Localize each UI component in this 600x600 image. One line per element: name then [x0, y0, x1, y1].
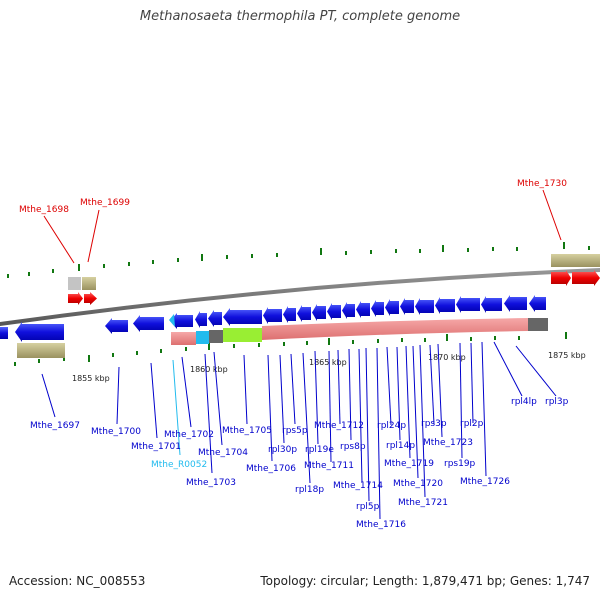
- label-rps5p[interactable]: rps5p: [282, 426, 308, 436]
- gene-arrow-mthe-1697[interactable]: [15, 322, 64, 342]
- scale-label-1860: 1860 kbp: [190, 365, 228, 374]
- label-mthe-1703[interactable]: Mthe_1703: [186, 478, 236, 488]
- gene-arrow-mthe-1699[interactable]: [84, 292, 97, 305]
- forward-strand: [68, 254, 600, 305]
- reverse-labels: Mthe_1697 Mthe_1700 Mthe_1701 Mthe_1702 …: [30, 397, 569, 530]
- label-rpl4lp[interactable]: rpl4lp: [511, 397, 537, 407]
- gene-arrow-mthe-1698[interactable]: [68, 292, 83, 305]
- gene-box-mthe-1697[interactable]: [17, 343, 65, 358]
- gene-arrow-mthe-1704[interactable]: [208, 310, 222, 327]
- gene-arrow-mthe-1702[interactable]: [170, 313, 193, 329]
- dark-block-b[interactable]: [528, 318, 548, 331]
- scale-label-1875: 1875 kbp: [548, 351, 586, 360]
- ribosomal-gene-arrows[interactable]: [263, 295, 546, 324]
- rrna-block-main[interactable]: [262, 318, 528, 340]
- genome-ruler: [0, 268, 600, 326]
- label-mthe-1714[interactable]: Mthe_1714: [333, 481, 383, 491]
- rna-block-mthe-r0052[interactable]: [196, 331, 209, 344]
- dark-block-a[interactable]: [209, 330, 223, 343]
- label-mthe-1719[interactable]: Mthe_1719: [384, 459, 434, 469]
- label-mthe-1701[interactable]: Mthe_1701: [131, 442, 181, 452]
- gene-marker-mthe-r0052[interactable]: [169, 314, 175, 327]
- gene-arrow-mthe-1700[interactable]: [105, 318, 128, 334]
- gene-arrow-mthe-1705[interactable]: [223, 308, 262, 326]
- label-mthe-1698[interactable]: Mthe_1698: [19, 205, 69, 215]
- gene-arrow-mthe-1730-a[interactable]: [551, 270, 571, 286]
- label-mthe-r0052[interactable]: Mthe_R0052: [151, 460, 207, 470]
- reverse-strand: [0, 295, 548, 358]
- outer-ticks: [7, 242, 590, 278]
- label-mthe-1705[interactable]: Mthe_1705: [222, 426, 272, 436]
- label-mthe-1711[interactable]: Mthe_1711: [304, 461, 354, 471]
- label-mthe-1702[interactable]: Mthe_1702: [164, 430, 214, 440]
- gene-arrow-mthe-1730[interactable]: [572, 270, 600, 286]
- gene-box-mthe-1698[interactable]: [68, 277, 81, 290]
- gene-box-mthe-1699[interactable]: [82, 277, 96, 290]
- label-rpl18p[interactable]: rpl18p: [295, 485, 324, 495]
- rrna-block-a[interactable]: [171, 332, 196, 345]
- scale-label-1870: 1870 kbp: [428, 353, 466, 362]
- label-rps3p[interactable]: rps3p: [421, 419, 447, 429]
- gene-arrow-left-edge[interactable]: [0, 327, 8, 339]
- genome-title: Methanosaeta thermophila PT, complete ge…: [139, 9, 461, 24]
- label-rpl3p[interactable]: rpl3p: [545, 397, 569, 407]
- label-rps8p[interactable]: rps8p: [340, 442, 366, 452]
- forward-labels: Mthe_1698 Mthe_1699 Mthe_1730: [19, 179, 567, 264]
- gene-box-mthe-1730[interactable]: [551, 254, 600, 267]
- green-block[interactable]: [223, 328, 262, 342]
- label-mthe-1721[interactable]: Mthe_1721: [398, 498, 448, 508]
- label-mthe-1720[interactable]: Mthe_1720: [393, 479, 443, 489]
- label-mthe-1700[interactable]: Mthe_1700: [91, 427, 141, 437]
- inner-ticks: [14, 332, 567, 366]
- gene-arrow-mthe-1701[interactable]: [133, 315, 164, 332]
- scale-label-1855: 1855 kbp: [72, 374, 110, 383]
- label-mthe-1706[interactable]: Mthe_1706: [246, 464, 296, 474]
- scale-label-1865: 1865 kbp: [309, 358, 347, 367]
- label-mthe-1697[interactable]: Mthe_1697: [30, 421, 80, 431]
- label-rpl5p[interactable]: rpl5p: [356, 502, 380, 512]
- topology-text: Topology: circular; Length: 1,879,471 bp…: [260, 574, 590, 588]
- label-rps19p[interactable]: rps19p: [444, 459, 476, 469]
- label-rpl19e[interactable]: rpl19e: [305, 445, 334, 455]
- label-mthe-1726[interactable]: Mthe_1726: [460, 477, 510, 487]
- label-rpl24p[interactable]: rpl24p: [377, 421, 406, 431]
- label-rpl14p[interactable]: rpl14p: [386, 441, 415, 451]
- gene-arrow-mthe-1703[interactable]: [195, 311, 207, 328]
- label-mthe-1723[interactable]: Mthe_1723: [423, 438, 473, 448]
- label-rpl2p[interactable]: rpl2p: [460, 419, 484, 429]
- label-mthe-1699[interactable]: Mthe_1699: [80, 198, 130, 208]
- label-mthe-1712[interactable]: Mthe_1712: [314, 421, 364, 431]
- label-mthe-1716[interactable]: Mthe_1716: [356, 520, 406, 530]
- label-mthe-1704[interactable]: Mthe_1704: [198, 448, 248, 458]
- label-rpl30p[interactable]: rpl30p: [268, 445, 297, 455]
- reverse-label-lines: [41, 341, 557, 520]
- accession-text: Accession: NC_008553: [9, 574, 146, 588]
- label-mthe-1730[interactable]: Mthe_1730: [517, 179, 567, 189]
